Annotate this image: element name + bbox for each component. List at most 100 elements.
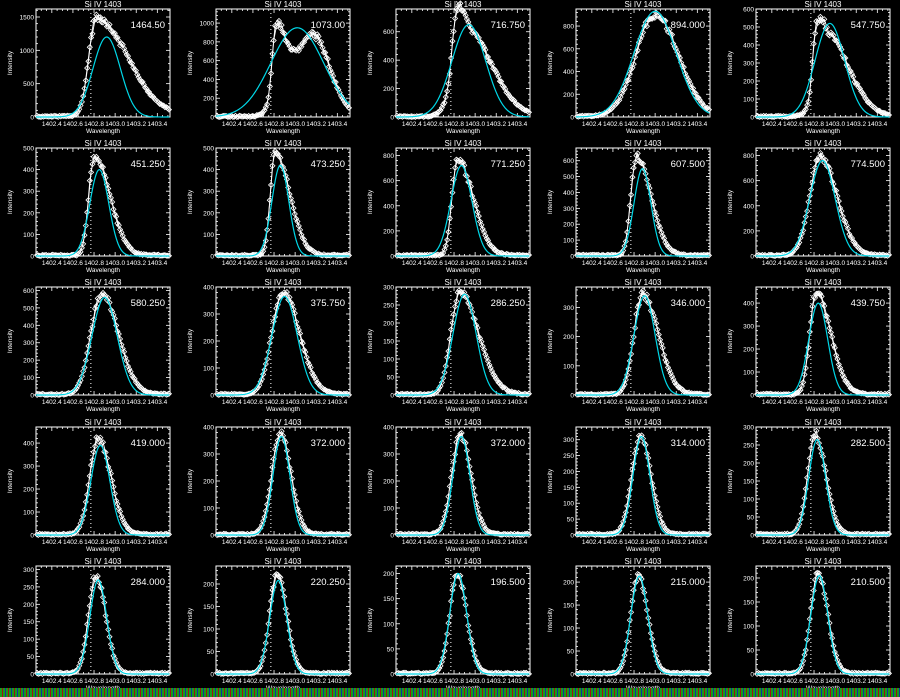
observed-data-point [260,108,267,115]
y-tick-label: 200 [563,469,574,476]
observed-data-point [651,208,658,215]
observed-profile-line [756,435,890,536]
y-tick-label: 500 [23,81,34,88]
y-tick-label: 600 [743,7,754,14]
observed-data-point [326,252,333,259]
observed-data-point [86,177,93,184]
observed-data-point [617,93,624,101]
observed-data-point [826,325,833,332]
observed-data-point [524,391,531,398]
y-axis-label: Intensity [547,50,554,75]
observed-data-point [469,29,476,36]
y-tick-label: 400 [23,167,34,174]
y-tick-label: 800 [563,24,574,31]
y-tick-label: 400 [743,301,754,308]
x-tick-label: 1402.6 [243,121,263,128]
y-tick-label: 300 [383,452,394,459]
observed-data-point [408,390,415,398]
observed-data-point [492,375,499,382]
observed-data-point [830,342,837,349]
observed-data-point [808,318,815,326]
observed-data-point [487,58,494,65]
observed-data-point [130,529,137,536]
observed-data-point [265,620,272,627]
observed-data-point [781,251,788,259]
peak-intensity-label: 439.750 [851,298,885,309]
observed-data-point [442,93,449,101]
observed-data-point [525,109,533,116]
x-tick-label: 1403.0 [645,399,665,406]
observed-data-point [829,503,836,510]
observed-data-point [341,670,349,677]
observed-data-point [868,391,875,398]
x-tick-label: 1402.6 [423,121,443,128]
observed-data-point [771,391,778,398]
observed-data-point [462,293,469,301]
observed-data-point [268,181,275,189]
observed-data-point [64,390,71,397]
observed-data-point [797,386,804,394]
y-axis-label: Intensity [187,328,194,353]
observed-data-point [588,391,595,398]
y-tick-label: 0 [30,672,34,679]
observed-data-point [444,354,451,361]
x-tick-label: 1402.4 [222,121,242,128]
observed-data-point [429,390,436,397]
observed-data-point [101,291,108,298]
observed-data-point [135,74,142,81]
x-tick-label: 1402.8 [84,399,104,406]
x-axis-label: Wavelength [446,267,480,274]
gaussian-fit-curve [755,22,890,118]
y-tick-label: 50 [207,649,215,656]
x-tick-label: 1403.4 [147,121,167,128]
y-tick-label: 0 [390,672,394,679]
observed-data-point [156,391,163,398]
y-tick-label: 400 [743,203,754,210]
x-tick-label: 1403.2 [486,260,506,267]
x-tick-label: 1403.4 [327,678,347,685]
y-tick-label: 600 [203,58,214,65]
observed-profile-line [758,155,888,257]
x-tick-label: 1403.4 [147,678,167,685]
observed-data-point [268,477,275,485]
observed-data-point [792,390,799,397]
x-tick-label: 1403.2 [126,399,146,406]
observed-data-point [283,289,290,296]
y-tick-label: 500 [203,146,214,153]
observed-data-point [241,531,248,538]
observed-data-point [496,78,503,85]
spectrum-panel: Si IV 1403 1402.4 1402.6 1402.8 1403.0 1403.2… [367,278,533,413]
y-tick-label: 300 [563,305,574,312]
observed-data-point [860,248,867,255]
panel-title: Si IV 1403 [265,139,302,148]
observed-data-point [818,293,825,300]
observed-data-point [339,94,346,102]
observed-data-point [127,59,134,66]
observed-data-point [254,666,261,673]
observed-data-point [397,113,405,120]
observed-data-point [310,29,317,36]
observed-data-point [794,112,801,119]
x-tick-label: 1402.8 [264,539,284,546]
x-tick-label: 1403.2 [666,121,686,128]
x-tick-label: 1403.0 [465,539,485,546]
panel-title: Si IV 1403 [805,278,842,287]
observed-data-point [810,294,817,301]
peak-intensity-label: 220.250 [311,577,345,588]
panel-title: Si IV 1403 [85,0,122,9]
observed-data-point [223,530,230,538]
observed-data-point [281,30,288,37]
panel-title: Si IV 1403 [85,139,122,148]
observed-data-point [655,509,662,516]
x-tick-label: 1402.6 [603,260,623,267]
observed-data-point [818,17,825,24]
x-tick-label: 1403.2 [666,539,686,546]
observed-data-point [484,358,492,365]
y-axis-label: Intensity [187,468,194,493]
observed-data-point [519,105,526,112]
observed-data-point [122,238,129,245]
x-tick-label: 1402.6 [783,399,803,406]
y-tick-label: 400 [383,58,394,65]
observed-data-point [829,30,836,38]
y-axis-label: Intensity [727,50,734,75]
